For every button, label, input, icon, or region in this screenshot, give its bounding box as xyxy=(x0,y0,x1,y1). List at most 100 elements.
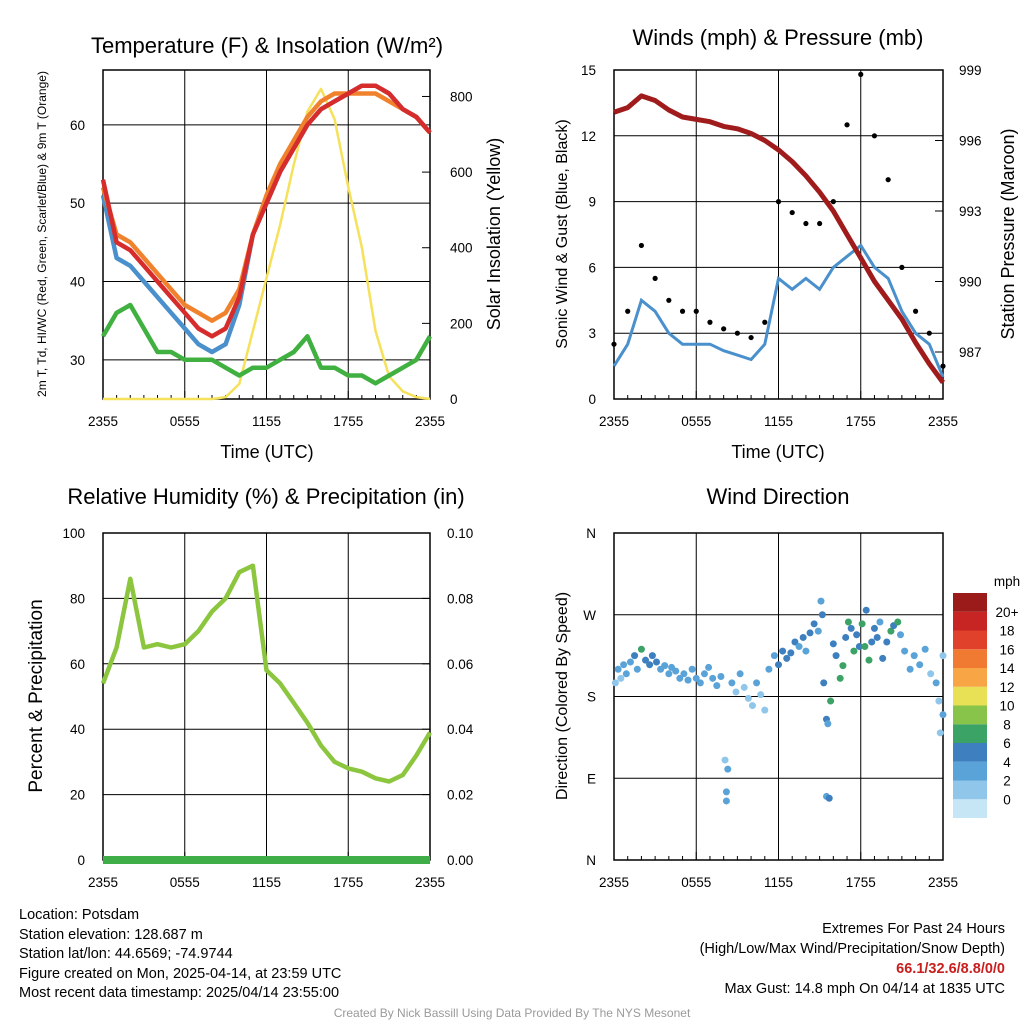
x-axis-label: Time (UTC) xyxy=(731,442,824,462)
colorbar-segment xyxy=(953,593,987,612)
colorbar-segment xyxy=(953,799,987,818)
gust-point xyxy=(707,319,713,325)
colorbar-segment xyxy=(953,649,987,668)
x-tick-label: 1155 xyxy=(764,875,793,890)
direction-point xyxy=(783,654,791,662)
direction-point xyxy=(935,697,943,705)
colorbar-tick-label: 16 xyxy=(999,642,1014,657)
direction-point xyxy=(633,665,641,673)
direction-point xyxy=(824,720,832,728)
direction-point xyxy=(757,691,765,699)
elevation-text: Station elevation: 128.687 m xyxy=(19,926,203,943)
y-tick-label: 60 xyxy=(70,118,85,133)
direction-point xyxy=(779,647,787,655)
y-right-tick-label: 0.08 xyxy=(447,591,473,606)
colorbar-segment xyxy=(953,611,987,631)
y-tick-label: 6 xyxy=(588,260,596,275)
direction-point xyxy=(839,662,847,670)
gust-point xyxy=(679,308,686,314)
direction-point xyxy=(829,640,837,648)
y-tick-label: 60 xyxy=(70,657,85,672)
direction-point xyxy=(883,638,891,646)
x-tick-label: 0555 xyxy=(170,414,200,429)
x-tick-label: 1755 xyxy=(333,875,363,890)
gust-point xyxy=(693,308,699,314)
y-tick-label: 9 xyxy=(588,195,596,210)
y-tick-label: 30 xyxy=(70,353,85,368)
y-tick-label: N xyxy=(586,853,596,868)
colorbar-segment xyxy=(953,630,987,650)
direction-point xyxy=(744,694,752,702)
direction-point xyxy=(936,729,944,737)
series-line-insolation xyxy=(103,87,431,401)
series-line-td xyxy=(101,302,432,386)
colorbar-segment xyxy=(953,686,987,706)
gust-point xyxy=(844,122,850,128)
y-axis-label: Direction (Colored By Speed) xyxy=(554,592,571,800)
y-tick-label: 40 xyxy=(70,722,85,737)
y-tick-label: 0 xyxy=(588,392,596,407)
direction-point xyxy=(870,624,878,632)
direction-point xyxy=(631,652,639,660)
direction-point xyxy=(842,633,850,641)
direction-point xyxy=(894,618,902,626)
x-tick-label: 2355 xyxy=(928,875,958,890)
y-tick-label: W xyxy=(583,608,596,623)
direction-point xyxy=(847,624,855,632)
y-axis-label: Sonic Wind & Gust (Blue, Black) xyxy=(554,119,571,348)
x-tick-label: 2355 xyxy=(599,875,629,890)
x-tick-label: 2355 xyxy=(88,414,118,429)
direction-point xyxy=(906,665,914,673)
series-line-9m-t xyxy=(100,91,432,323)
x-tick-label: 1155 xyxy=(252,414,281,429)
y-tick-label: 12 xyxy=(581,129,596,144)
colorbar-segment xyxy=(953,761,987,781)
direction-point xyxy=(820,679,828,687)
direction-point xyxy=(642,656,650,664)
direction-point xyxy=(818,611,826,619)
y-tick-label: 15 xyxy=(581,63,596,78)
y-right-tick-label: 993 xyxy=(959,204,982,219)
direction-point xyxy=(921,645,929,653)
gust-point xyxy=(912,308,919,314)
gust-point xyxy=(926,330,932,336)
gust-point xyxy=(789,209,795,216)
direction-point xyxy=(692,674,700,682)
direction-point xyxy=(724,765,732,773)
colorbar-tick-label: 6 xyxy=(1003,736,1011,751)
colorbar-tick-label: 4 xyxy=(1003,755,1011,770)
direction-point xyxy=(765,665,773,673)
direction-point xyxy=(855,643,863,651)
direction-point xyxy=(853,631,861,639)
extremes-legend: (High/Low/Max Wind/Precipitation/Snow De… xyxy=(699,941,1005,957)
extremes-values: 66.1/32.6/8.8/0/0 xyxy=(896,961,1005,977)
direction-point xyxy=(665,670,673,678)
y-tick-label: 0 xyxy=(77,853,85,868)
direction-point xyxy=(814,627,822,635)
direction-point xyxy=(916,661,924,669)
direction-point xyxy=(713,682,721,690)
y-tick-label: E xyxy=(587,771,596,786)
gust-point xyxy=(611,341,617,347)
y-right-tick-label: 0.06 xyxy=(447,657,473,672)
x-axis-label: Time (UTC) xyxy=(220,442,313,462)
gust-point xyxy=(899,264,905,270)
direction-point xyxy=(684,676,692,684)
direction-point xyxy=(740,683,748,691)
direction-point xyxy=(901,647,909,655)
direction-point xyxy=(661,662,669,670)
y-right-tick-label: 800 xyxy=(450,89,473,104)
direction-point xyxy=(676,674,684,682)
colorbar-segment xyxy=(953,724,987,743)
direction-point xyxy=(873,633,881,641)
direction-point xyxy=(876,618,884,626)
direction-point xyxy=(626,658,634,666)
gust-point xyxy=(638,242,645,249)
direction-point xyxy=(832,652,840,660)
direction-point xyxy=(761,706,769,714)
colorbar-tick-label: 12 xyxy=(999,680,1014,695)
colorbar-tick-label: 8 xyxy=(1003,717,1011,732)
direction-point xyxy=(817,597,825,605)
direction-point xyxy=(648,652,656,660)
y-right-tick-label: 200 xyxy=(450,316,473,331)
